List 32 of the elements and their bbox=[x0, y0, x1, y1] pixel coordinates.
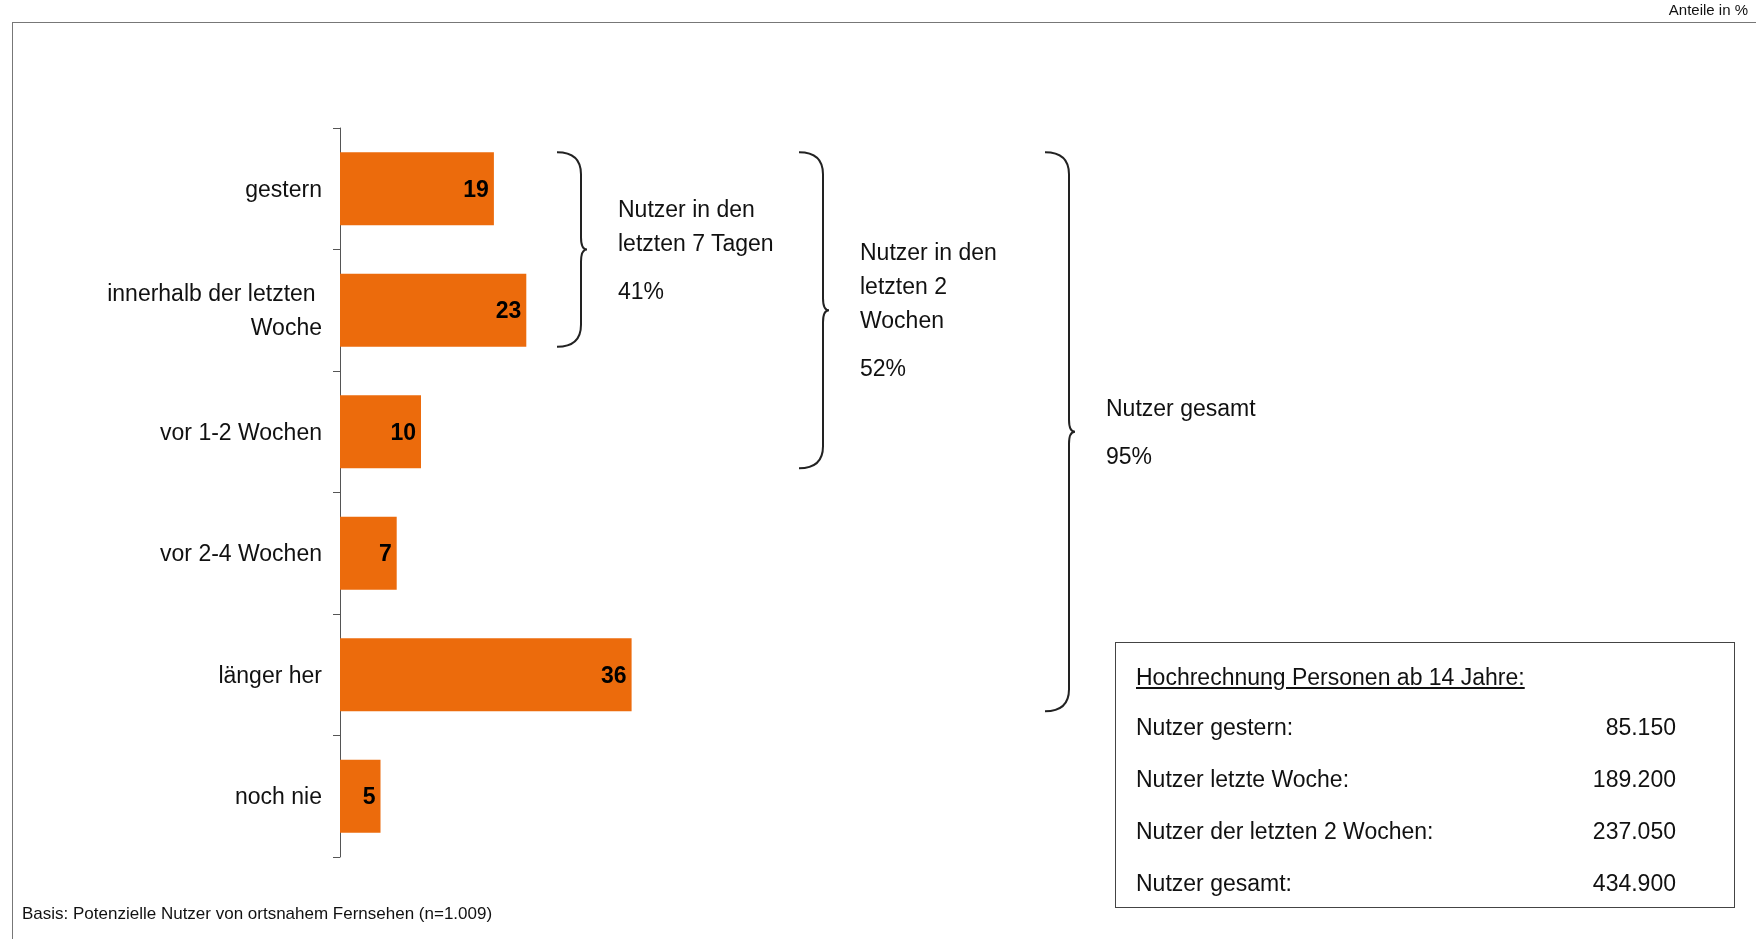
text: 237.050 bbox=[1592, 817, 1676, 845]
bar bbox=[340, 759, 381, 833]
y-tick-label: noch nie bbox=[235, 783, 322, 810]
text: 85.150 bbox=[1605, 713, 1676, 741]
text: Anteile in % bbox=[1668, 0, 1748, 20]
y-tick-label: vor 2-4 Wochen bbox=[160, 540, 322, 567]
data-label: 23 bbox=[495, 297, 522, 324]
y-tick-label: innerhalb der letzten Woche bbox=[107, 280, 322, 341]
bar bbox=[340, 152, 494, 226]
bar bbox=[340, 395, 421, 469]
text: Basis: Potenzielle Nutzer von ortsnahem Fernsehen (n=1.009) bbox=[22, 903, 493, 925]
data-label: 36 bbox=[601, 661, 627, 688]
data-label: 7 bbox=[378, 540, 392, 567]
text: 434.900 bbox=[1592, 869, 1676, 897]
y-tick-label: gestern bbox=[245, 175, 322, 202]
bar bbox=[340, 273, 527, 347]
bar bbox=[340, 516, 397, 590]
text: Nutzer gesamt: bbox=[1136, 869, 1292, 897]
text: 189.200 bbox=[1592, 765, 1676, 793]
text: Nutzer letzte Woche: bbox=[1136, 765, 1350, 793]
bar bbox=[340, 638, 632, 712]
y-tick-label: länger her bbox=[218, 661, 323, 688]
data-label: 10 bbox=[390, 418, 416, 445]
text: Nutzer gesamt 95% bbox=[1106, 393, 1257, 471]
text: Nutzer in den letzten 2 Wochen 52% bbox=[860, 238, 998, 384]
data-label: 19 bbox=[463, 175, 489, 202]
data-label: 5 bbox=[362, 783, 376, 810]
text: Nutzer der letzten 2 Wochen: bbox=[1136, 817, 1434, 845]
text: Nutzer gestern: bbox=[1136, 713, 1294, 741]
y-tick-label: vor 1-2 Wochen bbox=[160, 418, 322, 445]
annotation: Nutzer in den letzten 7 Tagen 41% bbox=[618, 194, 775, 306]
text: Hochrechnung Personen ab 14 Jahre: bbox=[1136, 662, 1526, 692]
